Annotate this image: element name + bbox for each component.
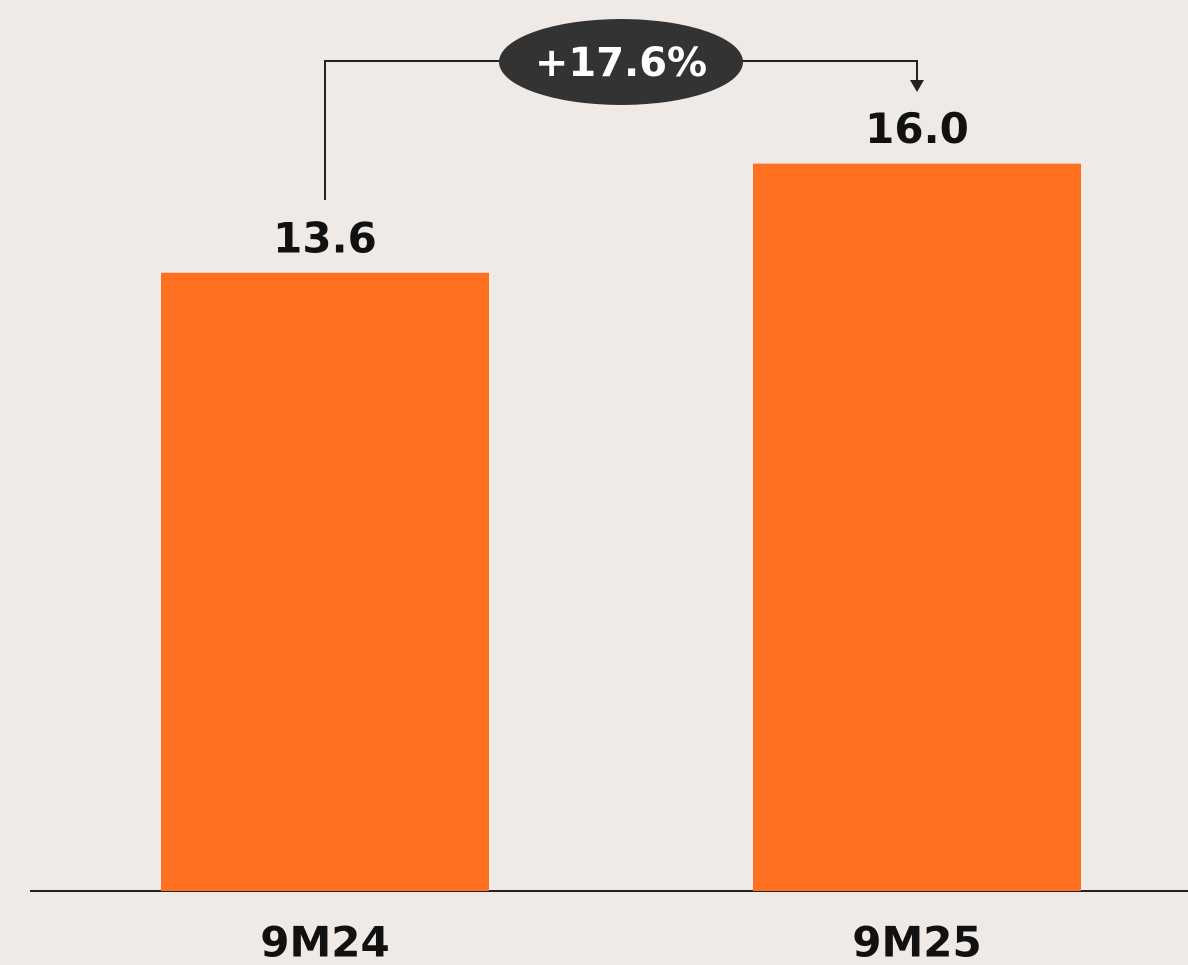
growth-badge xyxy=(499,19,743,105)
bar xyxy=(161,272,489,891)
x-tick-label: 9M24 xyxy=(260,918,389,965)
x-tick-label: 9M25 xyxy=(852,918,981,965)
arrow-head xyxy=(910,80,924,92)
value-label: 13.6 xyxy=(273,213,377,262)
bar xyxy=(753,163,1081,891)
growth-label: +17.6% xyxy=(535,40,707,86)
value-label: 16.0 xyxy=(865,104,969,153)
